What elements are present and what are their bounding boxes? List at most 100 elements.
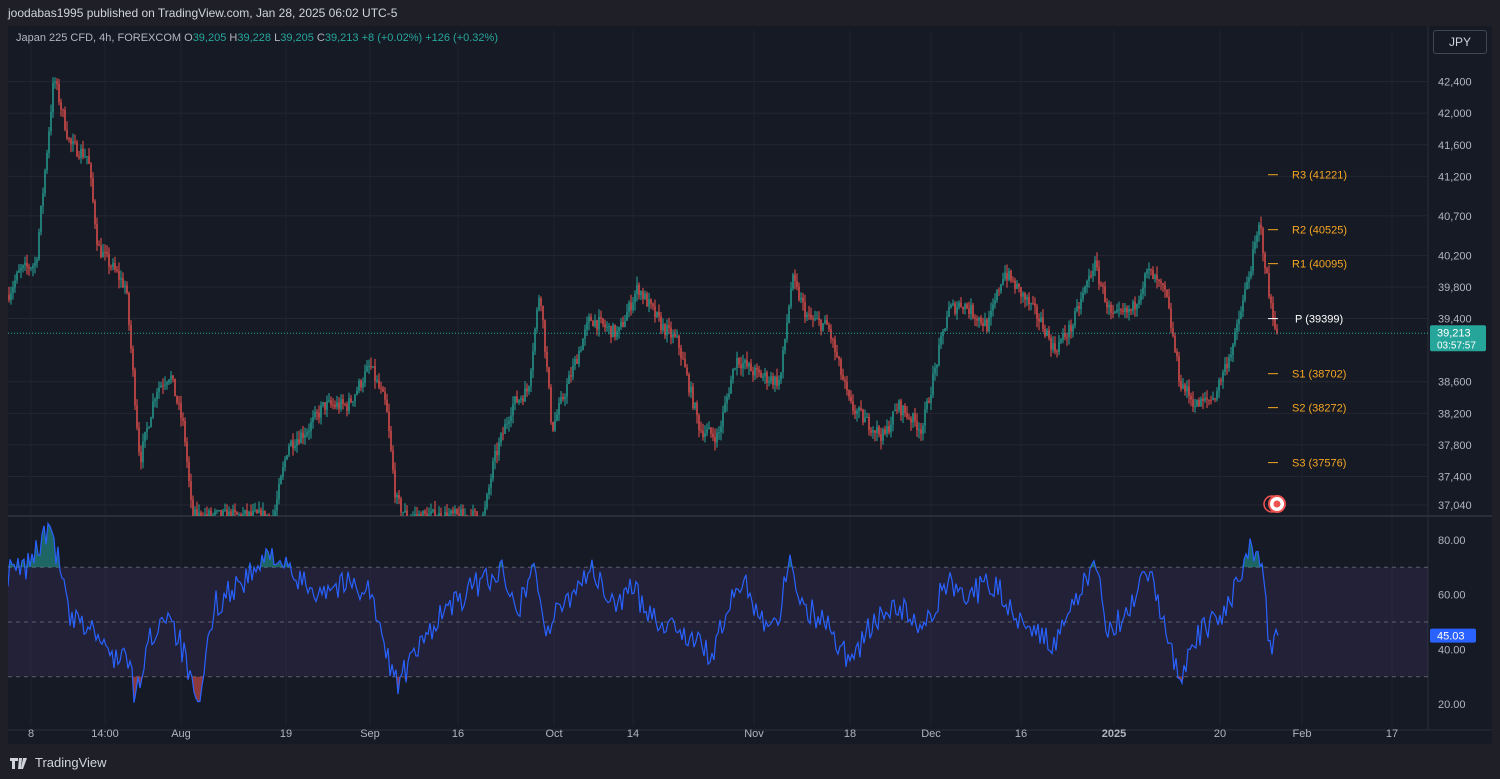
candle-body xyxy=(646,293,648,307)
candle-body xyxy=(822,323,824,331)
candle-body xyxy=(236,512,238,515)
candle-body xyxy=(1094,260,1096,271)
candle-body xyxy=(502,433,504,435)
candle-body xyxy=(720,426,722,433)
rsi-overbought-fill xyxy=(8,523,1278,568)
bottom-bar xyxy=(0,748,1500,779)
candle-body xyxy=(1070,324,1072,332)
candle-body xyxy=(654,306,656,317)
candle-body xyxy=(736,357,738,369)
candle-body xyxy=(1194,406,1196,408)
candle-body xyxy=(612,324,614,338)
candle-body xyxy=(846,381,848,391)
rsi-tick-label: 20.00 xyxy=(1438,699,1466,711)
candle-body xyxy=(1074,311,1076,326)
candle-body xyxy=(62,109,64,111)
candle-body xyxy=(952,303,954,305)
candle-body xyxy=(522,398,524,402)
candle-body xyxy=(190,481,192,500)
candle-body xyxy=(416,514,418,516)
currency-button[interactable]: JPY xyxy=(1433,30,1487,54)
candle-body xyxy=(324,402,326,410)
tradingview-logo-icon xyxy=(10,757,27,769)
candle-body xyxy=(118,271,120,280)
candle-body xyxy=(164,384,166,386)
candle-body xyxy=(606,326,608,328)
candle-body xyxy=(874,430,876,433)
candle-body xyxy=(1172,328,1174,337)
candle-body xyxy=(948,307,950,317)
candle-body xyxy=(1058,341,1060,353)
candle-body xyxy=(1242,299,1244,312)
candle-body xyxy=(724,403,726,413)
candle-body xyxy=(392,450,394,470)
candle-body xyxy=(28,266,30,269)
candle-body xyxy=(82,148,84,158)
candle-body xyxy=(56,81,58,84)
candle-body xyxy=(486,494,488,508)
candle-body xyxy=(758,369,760,373)
candle-body xyxy=(114,263,116,270)
candle-body xyxy=(666,325,668,336)
candle-body xyxy=(1258,224,1260,236)
candle-body xyxy=(398,495,400,499)
candle-body xyxy=(922,425,924,434)
price-tick-label: 37,040 xyxy=(1438,500,1472,512)
brand[interactable]: TradingView xyxy=(10,755,107,770)
candle-body xyxy=(362,382,364,388)
candle-body xyxy=(842,374,844,380)
candle-body xyxy=(626,312,628,321)
candle-body xyxy=(212,514,214,516)
candle-body xyxy=(210,510,212,516)
candle-body xyxy=(590,316,592,321)
candle-body xyxy=(72,141,74,145)
rsi-band xyxy=(8,567,1428,677)
rsi-tick-label: 60.00 xyxy=(1438,590,1466,602)
candle-body xyxy=(452,510,454,514)
candle-body xyxy=(602,318,604,325)
candle-body xyxy=(1108,304,1110,308)
time-tick-label: 19 xyxy=(280,728,292,740)
candle-body xyxy=(122,278,124,287)
candle-body xyxy=(968,308,970,314)
candle-body xyxy=(342,399,344,404)
candle-body xyxy=(1034,303,1036,307)
candle-body xyxy=(300,432,302,444)
candle-body xyxy=(364,371,366,383)
candle-body xyxy=(198,512,200,516)
candle-body xyxy=(708,427,710,430)
candle-body xyxy=(158,387,160,393)
candle-body xyxy=(200,512,202,516)
candle-body xyxy=(686,367,688,375)
candle-body xyxy=(536,309,538,329)
chart-frame[interactable] xyxy=(8,26,1492,744)
candle-body xyxy=(762,376,764,378)
candle-body xyxy=(206,514,208,516)
chart-svg[interactable]: R3 (41221) R2 (40525) R1 (40095) P (39399) S… xyxy=(8,26,1492,744)
candle-body xyxy=(338,402,340,409)
candle-body xyxy=(428,514,430,516)
symbol-legend: Japan 225 CFD, 4h, FOREXCOM O39,205 H39,… xyxy=(16,32,498,44)
candle-body xyxy=(1014,280,1016,289)
candle-body xyxy=(166,382,168,385)
candle-body xyxy=(552,422,554,431)
candle-body xyxy=(1192,399,1194,407)
candle-body xyxy=(970,304,972,314)
candle-body xyxy=(772,376,774,385)
candle-body xyxy=(518,399,520,403)
candle-body xyxy=(726,397,728,404)
candle-body xyxy=(334,404,336,408)
candle-body xyxy=(238,514,240,516)
candle-body xyxy=(848,390,850,397)
candle-body xyxy=(634,293,636,303)
candle-body xyxy=(192,499,194,516)
candle-body xyxy=(942,331,944,336)
candle-body xyxy=(1156,274,1158,280)
candle-body xyxy=(96,224,98,245)
candle-body xyxy=(530,370,532,387)
candle-body xyxy=(514,396,516,404)
candle-body xyxy=(782,350,784,373)
candle-body xyxy=(824,320,826,324)
candle-body xyxy=(1112,312,1114,314)
last-price-value: 39,213 xyxy=(1437,327,1471,339)
